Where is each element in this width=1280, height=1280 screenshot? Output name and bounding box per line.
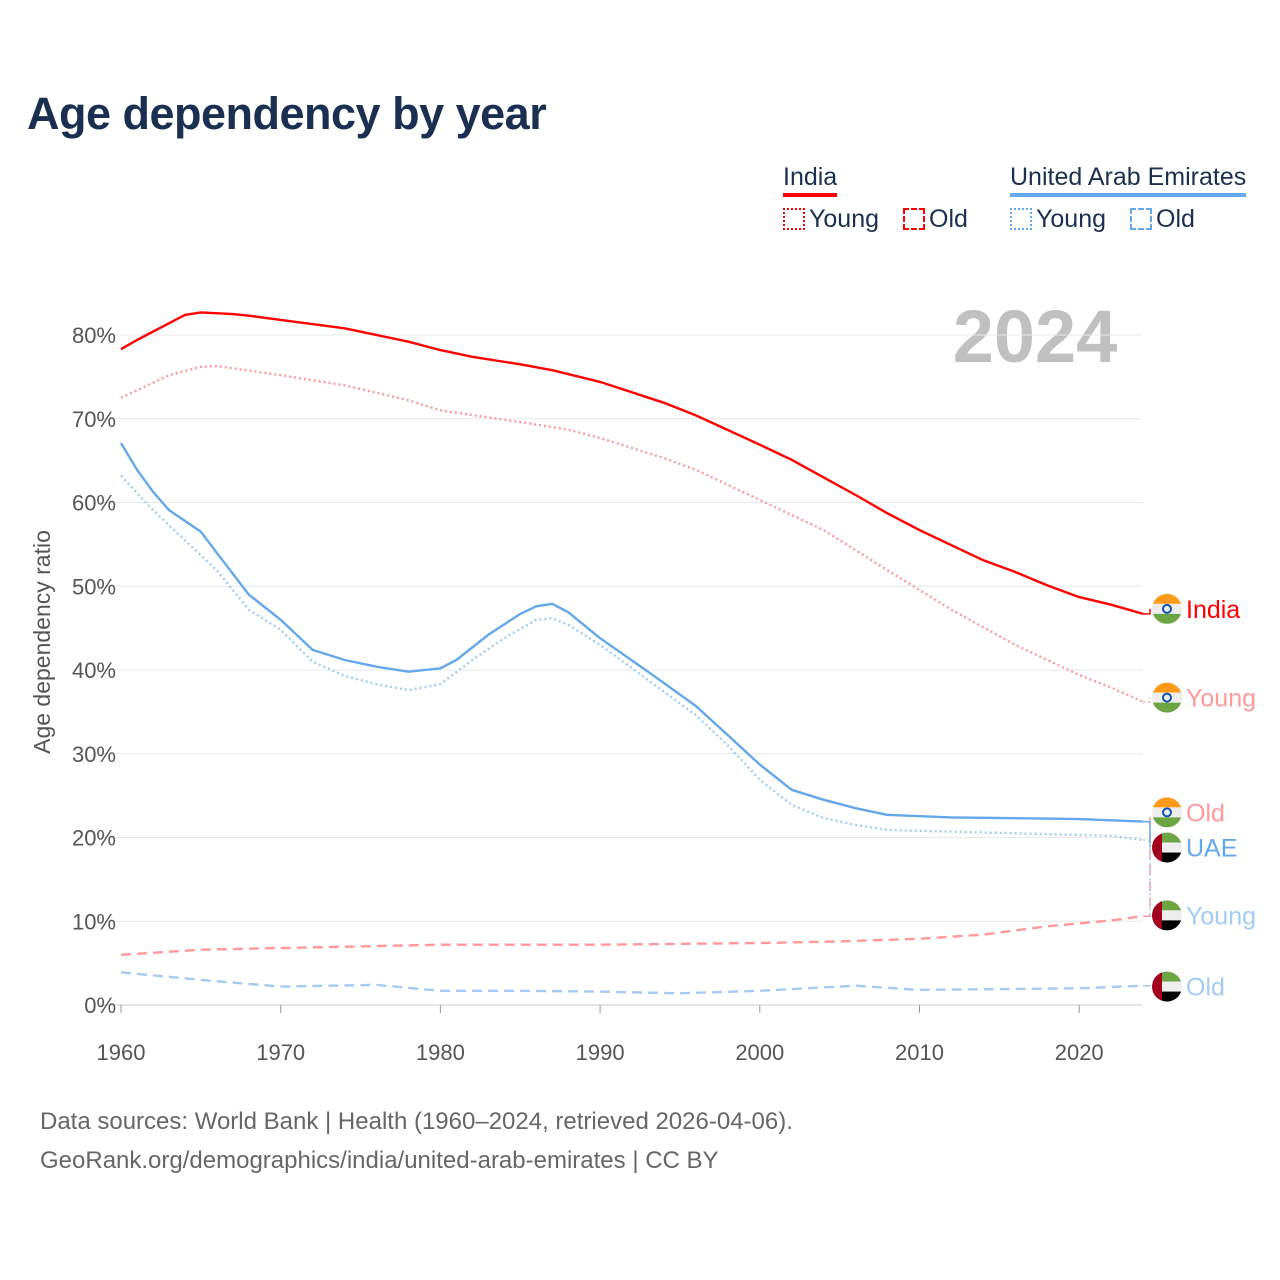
end-label: Old xyxy=(1186,974,1225,1002)
dashed-swatch-icon xyxy=(903,208,925,230)
legend-group-india[interactable]: India xyxy=(783,163,838,197)
leader-line xyxy=(1143,984,1151,987)
india-flag-icon xyxy=(1152,593,1182,624)
series-line-uae-old xyxy=(120,971,1144,995)
legend-india-old[interactable]: Old xyxy=(903,205,968,234)
leader-line xyxy=(1143,697,1151,703)
legend-uae-label: United Arab Emirates xyxy=(1010,163,1247,197)
y-tick-label: 0% xyxy=(84,993,116,1018)
dotted-swatch-icon xyxy=(783,208,805,230)
x-tick-label: 2010 xyxy=(895,1040,944,1065)
end-label: India xyxy=(1186,596,1240,624)
x-tick-label: 1980 xyxy=(416,1040,465,1065)
series-line-india-old xyxy=(120,915,1144,956)
legend-label: Old xyxy=(929,205,968,233)
legend-india-young[interactable]: Young xyxy=(783,205,879,234)
y-tick-label: 50% xyxy=(72,574,116,599)
chart-title: Age dependency by year xyxy=(27,88,547,139)
end-label: UAE xyxy=(1186,835,1237,863)
series-line-india xyxy=(120,311,1144,616)
legend-india-label: India xyxy=(783,163,838,197)
y-axis-label: Age dependency ratio xyxy=(29,530,55,754)
y-tick-label: 10% xyxy=(72,909,116,934)
y-tick-label: 30% xyxy=(72,742,116,767)
leader-line xyxy=(1143,608,1151,615)
uae-flag-icon xyxy=(1152,971,1182,1002)
leader-line xyxy=(1143,820,1151,848)
footer-sources: Data sources: World Bank | Health (1960–… xyxy=(40,1108,793,1135)
uae-flag-icon xyxy=(1152,900,1182,931)
series-line-uae-young xyxy=(120,474,1144,842)
end-label: Young xyxy=(1186,902,1256,930)
x-tick-label: 2020 xyxy=(1055,1040,1104,1065)
legend-label: Old xyxy=(1156,205,1195,233)
legend-uae-old[interactable]: Old xyxy=(1130,205,1195,234)
leader-line xyxy=(1143,812,1151,917)
india-flag-icon xyxy=(1152,682,1182,713)
x-tick-label: 1990 xyxy=(576,1040,625,1065)
y-tick-label: 40% xyxy=(72,658,116,683)
legend-group-uae[interactable]: United Arab Emirates xyxy=(1010,163,1247,197)
leader-line xyxy=(1143,839,1151,916)
x-tick-label: 2000 xyxy=(735,1040,784,1065)
year-watermark: 2024 xyxy=(953,295,1118,378)
india-flag-icon xyxy=(1152,797,1182,828)
legend-label: Young xyxy=(1036,205,1106,233)
x-tick-label: 1960 xyxy=(97,1040,146,1065)
series-line-india-young xyxy=(120,364,1144,703)
series-line-uae xyxy=(119,442,1144,823)
y-tick-label: 80% xyxy=(72,323,116,348)
footer-link[interactable]: GeoRank.org/demographics/india/united-ar… xyxy=(40,1147,719,1174)
dashed-swatch-icon xyxy=(1130,208,1152,230)
y-tick-label: 20% xyxy=(72,826,116,851)
end-label: Old xyxy=(1186,799,1225,827)
y-tick-label: 70% xyxy=(72,407,116,432)
legend-uae-young[interactable]: Young xyxy=(1010,205,1106,234)
dotted-swatch-icon xyxy=(1010,208,1032,230)
legend-label: Young xyxy=(809,205,879,233)
uae-flag-icon xyxy=(1152,832,1182,863)
x-tick-label: 1970 xyxy=(256,1040,305,1065)
y-tick-label: 60% xyxy=(72,491,116,516)
end-label: Young xyxy=(1186,685,1256,713)
